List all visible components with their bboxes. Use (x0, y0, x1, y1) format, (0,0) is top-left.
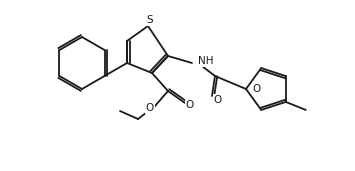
Text: O: O (214, 95, 222, 105)
Text: S: S (147, 15, 153, 25)
Text: O: O (146, 103, 154, 113)
Text: O: O (186, 100, 194, 110)
Text: O: O (252, 84, 260, 94)
Text: NH: NH (198, 56, 213, 66)
